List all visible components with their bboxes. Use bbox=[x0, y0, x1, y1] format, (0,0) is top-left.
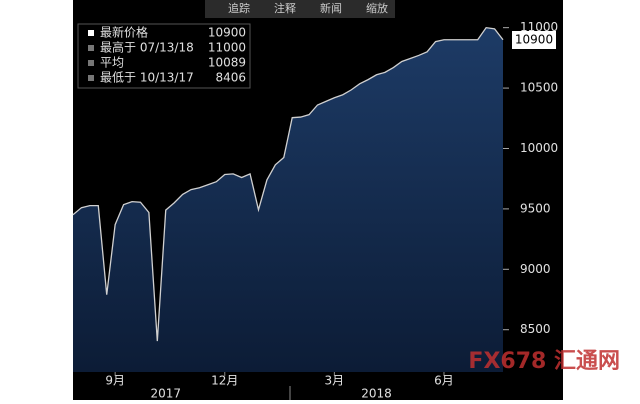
watermark: FX678 汇通网 bbox=[468, 349, 620, 374]
y-tick-label: 8500 bbox=[520, 322, 551, 336]
y-tick-label: 9500 bbox=[520, 201, 551, 215]
legend-icon bbox=[88, 30, 94, 36]
legend-value: 11000 bbox=[208, 41, 246, 55]
toolbar-button[interactable]: 缩放 bbox=[366, 1, 388, 15]
legend-value: 10089 bbox=[208, 56, 246, 70]
legend-label: 最高于 07/13/18 bbox=[100, 40, 194, 55]
y-tick-label: 10000 bbox=[520, 141, 558, 155]
legend-value: 10900 bbox=[208, 26, 246, 40]
toolbar-button[interactable]: 追踪 bbox=[228, 1, 250, 15]
x-tick-label: 12月 bbox=[211, 374, 238, 388]
last-price-tag bbox=[512, 31, 556, 49]
legend-box bbox=[77, 23, 251, 89]
y-tick-label: 9000 bbox=[520, 262, 551, 276]
area bbox=[73, 27, 503, 373]
year-label: 2018 bbox=[361, 387, 392, 401]
last-price-label: 10900 bbox=[515, 33, 553, 47]
legend-icon bbox=[88, 45, 94, 51]
toolbar bbox=[205, 0, 395, 18]
line bbox=[72, 26, 504, 342]
legend-label: 平均 bbox=[100, 56, 124, 70]
toolbar-button[interactable]: 新闻 bbox=[320, 1, 342, 15]
y-tick-label: 10500 bbox=[520, 81, 558, 95]
legend-icon bbox=[88, 75, 94, 81]
legend-icon bbox=[88, 60, 94, 66]
toolbar-button[interactable]: 注释 bbox=[274, 1, 296, 15]
legend-label: 最低于 10/13/17 bbox=[100, 71, 194, 85]
x-tick-label: 6月 bbox=[434, 374, 454, 388]
legend-label: 最新价格 bbox=[100, 25, 148, 40]
legend-value: 8406 bbox=[215, 71, 246, 85]
year-label: 2017 bbox=[150, 387, 181, 401]
y-tick-label: 11000 bbox=[520, 20, 558, 34]
x-tick-label: 3月 bbox=[325, 374, 345, 388]
x-tick-label: 9月 bbox=[105, 374, 125, 388]
